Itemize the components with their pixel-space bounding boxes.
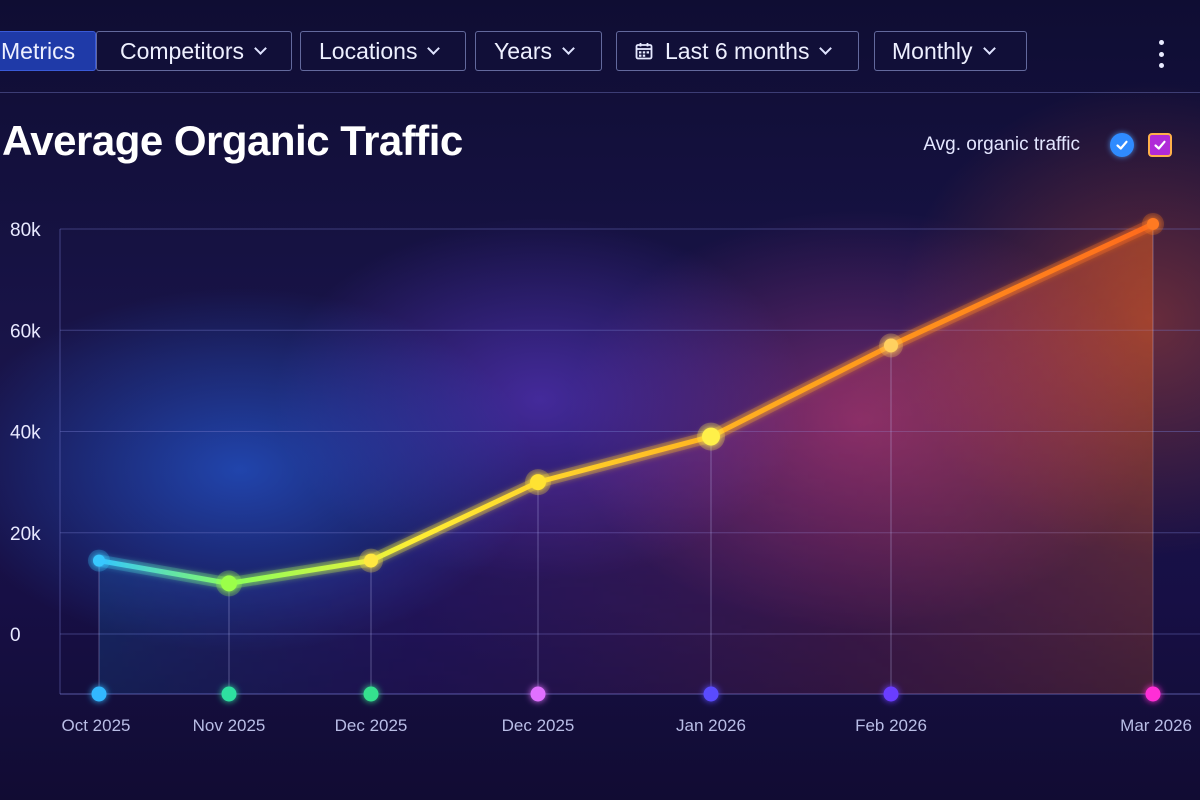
locations-dropdown[interactable]: Locations — [300, 31, 466, 71]
y-tick-label: 40k — [10, 423, 41, 444]
x-axis-marker — [91, 686, 107, 702]
x-tick-label: Mar 2026 — [1120, 716, 1192, 735]
interval-dropdown[interactable]: Monthly — [874, 31, 1027, 71]
x-axis-marker — [363, 686, 379, 702]
legend-checkbox-purple[interactable] — [1148, 133, 1172, 157]
date-range-dropdown[interactable]: Last 6 months — [616, 31, 859, 71]
calendar-icon — [635, 43, 653, 60]
interval-label: Monthly — [892, 37, 973, 64]
chart-drop-lines — [98, 223, 1154, 694]
data-point — [702, 427, 720, 446]
data-point — [530, 474, 546, 491]
legend-checkbox-blue[interactable] — [1110, 133, 1134, 157]
legend-label: Avg. organic traffic — [923, 134, 1080, 155]
data-point — [364, 553, 378, 568]
data-point — [884, 338, 898, 353]
checkmark-icon — [1154, 140, 1166, 150]
x-axis-marker — [530, 686, 546, 702]
chart-legend: Avg. organic traffic — [923, 133, 1172, 157]
y-tick-label: 60k — [10, 321, 41, 342]
data-point — [1147, 217, 1159, 230]
metrics-label: Metrics — [1, 37, 76, 64]
competitors-label: Competitors — [120, 37, 244, 64]
years-label: Years — [494, 37, 552, 64]
x-tick-label: Jan 2026 — [676, 716, 746, 735]
x-tick-label: Nov 2025 — [193, 716, 266, 735]
x-axis-marker — [703, 686, 719, 702]
metrics-button[interactable]: Metrics — [0, 31, 96, 71]
chart-x-markers — [91, 686, 1161, 702]
chart-x-ticks: Oct 2025 Nov 2025 Dec 2025 Dec 2025 Jan 2026… — [62, 716, 1193, 735]
y-tick-label: 20k — [10, 524, 41, 545]
data-point — [221, 575, 237, 592]
checkmark-icon — [1116, 140, 1128, 150]
kebab-menu-icon[interactable] — [1152, 40, 1170, 68]
chart-points — [88, 212, 1164, 597]
data-point — [93, 554, 105, 567]
chart-y-ticks: 0 20k 40k 60k 80k — [10, 220, 41, 646]
y-tick-label: 0 — [10, 625, 21, 646]
x-axis-marker — [221, 686, 237, 702]
x-tick-label: Dec 2025 — [335, 716, 408, 735]
filter-toolbar: Metrics Competitors Locations Years Last… — [0, 0, 1200, 93]
years-dropdown[interactable]: Years — [475, 31, 602, 71]
chart-title: Average Organic Traffic — [2, 117, 463, 164]
x-tick-label: Dec 2025 — [502, 716, 575, 735]
x-tick-label: Oct 2025 — [62, 716, 131, 735]
x-axis-marker — [1145, 686, 1161, 702]
y-tick-label: 80k — [10, 220, 41, 241]
competitors-dropdown[interactable]: Competitors — [96, 31, 292, 71]
date-range-label: Last 6 months — [665, 37, 810, 64]
x-tick-label: Feb 2026 — [855, 716, 927, 735]
locations-label: Locations — [319, 37, 418, 64]
x-axis-marker — [883, 686, 899, 702]
